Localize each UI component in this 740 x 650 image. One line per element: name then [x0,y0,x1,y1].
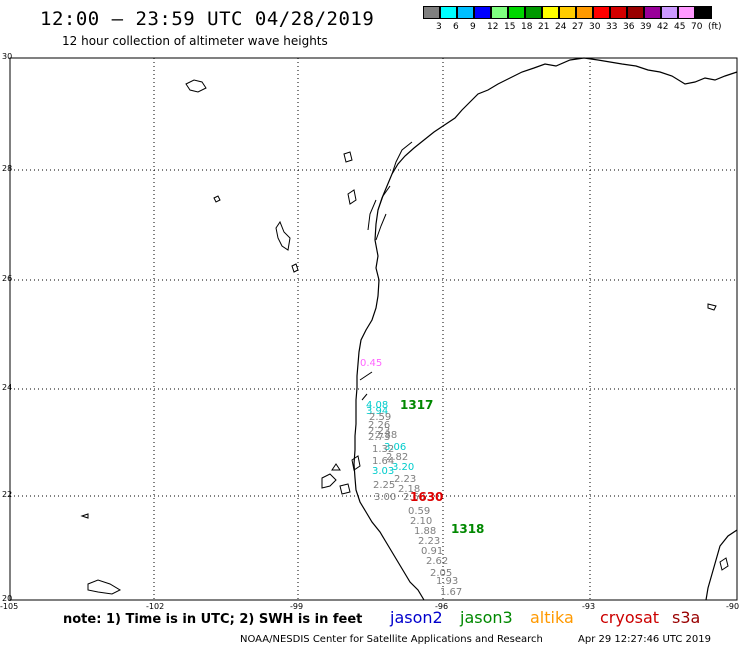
color-legend [423,6,712,19]
legend-swatch [644,6,661,19]
wave-height-label: 2.62 [426,556,448,567]
satellite-altika: altika [530,608,574,627]
pass-time-label: 1318 [451,522,484,536]
wave-height-labels: 0.454.083.942.592.262.232.882.733.061.32… [360,358,484,598]
wave-height-label: 2.82 [386,452,408,463]
legend-swatch [474,6,491,19]
wave-height-label: 2.59 [369,412,391,423]
satellite-s3a: s3a [672,608,701,627]
legend-swatch [593,6,610,19]
legend-swatch [559,6,576,19]
legend-swatch [457,6,474,19]
pass-time-label: 1630 [410,490,443,504]
lon-tick-102: -102 [146,602,165,611]
legend-swatch [542,6,559,19]
lon-tick-105: -105 [0,602,19,611]
color-legend-labels: 3 6 9 12 15 18 21 24 27 30 33 36 39 42 45 70 (ft) [423,22,738,34]
wave-height-label: 2.23 [368,426,390,437]
coastline-bays [359,141,413,401]
legend-label: 24 [555,22,567,32]
wave-height-label: 3.03 [372,466,394,477]
wave-height-label: 0.59 [408,506,430,517]
coastline-yucatan [705,529,738,601]
units-note: note: 1) Time is in UTC; 2) SWH is in fe… [63,612,363,627]
legend-swatch [627,6,644,19]
lon-tick-93: -93 [582,602,596,611]
legend-swatch [440,6,457,19]
wave-height-label: 3.06 [384,442,406,453]
legend-swatch [695,6,712,19]
wave-height-label: 1.64 [372,456,394,467]
wave-height-label: 3.00 [374,492,396,503]
wave-height-label: 0.91 [421,546,443,557]
legend-label: 21 [538,22,550,32]
wave-height-label: 2.18 [398,484,420,495]
lat-tick-22: 22 [2,490,13,499]
satellite-jason3: jason3 [460,608,513,627]
legend-label: 9 [470,22,476,32]
legend-label: 18 [521,22,533,32]
legend-swatch [610,6,627,19]
wave-height-label: 2.23 [418,536,440,547]
legend-label: 12 [487,22,499,32]
wave-height-label: 2.10 [410,516,432,527]
wave-height-label: 2.73 [368,432,390,443]
wave-height-label: 3.20 [392,462,414,473]
legend-swatch [423,6,440,19]
legend-swatch [525,6,542,19]
wave-height-label: 0.45 [360,358,382,369]
legend-label: (ft) [708,22,722,32]
wave-height-label: 4.08 [366,400,388,411]
wave-height-label: 2.05 [430,568,452,579]
legend-label: 3 [436,22,442,32]
graticule [10,58,737,600]
legend-swatch [508,6,525,19]
satellite-cryosat: cryosat [600,608,660,627]
lat-tick-28: 28 [2,164,13,173]
legend-label: 27 [572,22,584,32]
lon-tick-96: -96 [435,602,449,611]
legend-label: 70 [691,22,703,32]
islands [80,79,729,595]
map-title: 12:00 – 23:59 UTC 04/28/2019 [40,8,375,30]
legend-label: 39 [640,22,652,32]
lat-tick-30: 30 [2,52,13,61]
legend-swatch [491,6,508,19]
legend-label: 42 [657,22,669,32]
legend-swatch [576,6,593,19]
credit-line: NOAA/NESDIS Center for Satellite Applica… [240,634,543,645]
legend-label: 30 [589,22,601,32]
wave-height-label: 2.23 [394,474,416,485]
wave-height-label: 2.26 [368,420,390,431]
legend-label: 36 [623,22,635,32]
legend-label: 6 [453,22,459,32]
wave-height-label: 2.60 [403,492,425,503]
wave-height-label: 2.25 [373,480,395,491]
lon-tick-99: -99 [290,602,304,611]
lon-tick-90: -90 [726,602,740,611]
lat-tick-26: 26 [2,274,13,283]
map-subtitle: 12 hour collection of altimeter wave hei… [62,34,328,48]
wave-height-label: 1.67 [440,587,462,598]
lat-tick-24: 24 [2,383,13,392]
wave-height-label: 1.32 [372,444,394,455]
legend-swatch [678,6,695,19]
legend-label: 33 [606,22,618,32]
legend-swatch [661,6,678,19]
pass-time-label: 1317 [400,398,433,412]
generated-timestamp: Apr 29 12:27:46 UTC 2019 [578,634,711,645]
map-frame [9,57,738,601]
wave-height-label: 3.94 [366,406,388,417]
satellite-jason2: jason2 [390,608,443,627]
lat-tick-20: 20 [2,594,13,603]
legend-label: 15 [504,22,516,32]
wave-height-label: 1.88 [414,526,436,537]
legend-label: 45 [674,22,686,32]
wave-height-label: 2.88 [375,430,397,441]
wave-height-label: 1.93 [436,576,458,587]
